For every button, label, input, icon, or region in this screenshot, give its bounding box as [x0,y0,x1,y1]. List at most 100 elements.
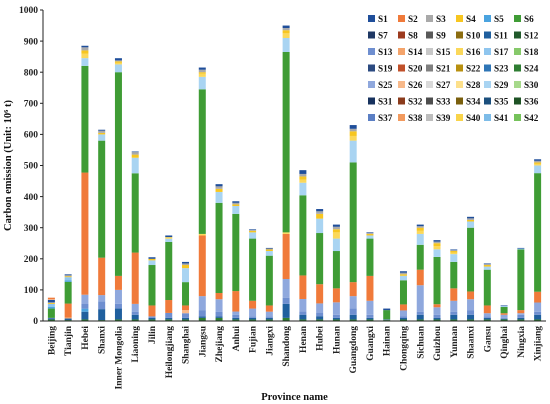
bar-segment [131,173,139,253]
bar-segment [81,311,89,320]
bar-segment [332,317,340,320]
bar-stack [450,249,458,321]
bar-segment [433,240,441,242]
bar-stack [165,235,173,321]
legend-swatch [426,15,433,22]
x-tick-label: Liaoning [131,326,141,363]
legend-label: S3 [436,14,446,24]
bar-segment [366,317,374,320]
legend-item: S11 [484,31,508,41]
bar-segment [215,317,223,321]
bar-segment [366,232,374,234]
legend-label: S38 [408,113,423,123]
legend-swatch [514,31,521,39]
bar-segment [399,280,407,305]
bar-segment [349,140,357,163]
legend-item: S37 [368,113,393,123]
legend-swatch [514,15,521,22]
bar-segment [517,314,525,318]
bar-segment [433,314,441,318]
legend-swatch [456,15,463,22]
bar-segment [148,258,156,261]
bar-segment [182,265,190,269]
x-tick-label: Jiangsu [198,325,208,357]
bar-segment [534,159,542,161]
legend-item: S1 [368,14,388,24]
legend-item: S22 [456,64,481,74]
bar-segment [282,30,290,34]
legend-item: S31 [368,97,393,107]
bar-stack [282,25,290,321]
bar-segment [64,277,72,281]
legend-swatch [484,64,491,72]
bar-segment [81,45,89,48]
legend-item: S5 [484,14,504,24]
bar-segment [249,229,257,231]
bar-segment [433,304,441,308]
bar-segment [198,67,206,70]
bar-segment [98,295,106,302]
bar-segment [47,317,55,319]
bar-segment [517,317,525,320]
bar-segment [433,243,441,247]
legend-swatch [456,97,463,105]
bar-segment [416,244,424,270]
bar-stack [98,129,106,321]
bar-segment [517,248,525,250]
bar-stack [383,308,391,321]
bar-segment [483,313,491,317]
bar-segment [215,184,223,187]
bar-segment [433,307,441,315]
legend-label: S6 [524,14,534,24]
legend-swatch [514,97,521,105]
x-tick-label: Sichuan [416,325,426,358]
bar-segment [332,238,340,252]
bar-segment [114,61,122,63]
bar-segment [349,162,357,283]
bar-segment [131,303,139,312]
legend-swatch [398,64,405,72]
bar-segment [81,172,89,295]
legend-swatch [456,81,463,88]
bar-segment [316,233,324,285]
bar-segment [299,314,307,320]
bar-stack [232,201,240,321]
bar-segment [332,232,340,239]
bar-segment [165,300,173,313]
x-tick-label: Shandong [282,326,292,367]
bar-segment [450,314,458,320]
bar-segment [198,89,206,234]
bar-segment [249,316,257,318]
bar-segment [282,279,290,298]
bar-segment [399,304,407,311]
y-tick-label: 800 [24,68,39,78]
legend-swatch [456,48,463,55]
bar-segment [165,312,173,318]
legend-label: S17 [494,47,509,57]
legend-item: S34 [456,97,481,107]
bar-segment [534,162,542,164]
bar-segment [249,232,257,239]
legend-swatch [398,114,405,121]
legend-label: S2 [408,14,418,24]
legend-item: S12 [514,31,539,41]
legend-label: S20 [408,64,423,74]
legend-swatch [368,48,375,55]
bar-segment [148,260,156,266]
bar-segment [467,216,475,219]
bar-segment [98,129,106,131]
bar-segment [81,53,89,59]
bar-segment [64,274,72,276]
bar-segment [416,285,424,312]
y-tick-label: 600 [24,131,39,141]
bar-segment [265,305,273,312]
bar-segment [332,229,340,233]
bar-segment [182,319,190,321]
bar-segment [98,130,106,133]
bars [47,25,542,321]
bar-segment [182,313,190,318]
legend-label: S30 [524,80,539,90]
x-tick-label: Tianjin [64,325,74,356]
legend-swatch [484,15,491,22]
bar-segment [299,176,307,180]
